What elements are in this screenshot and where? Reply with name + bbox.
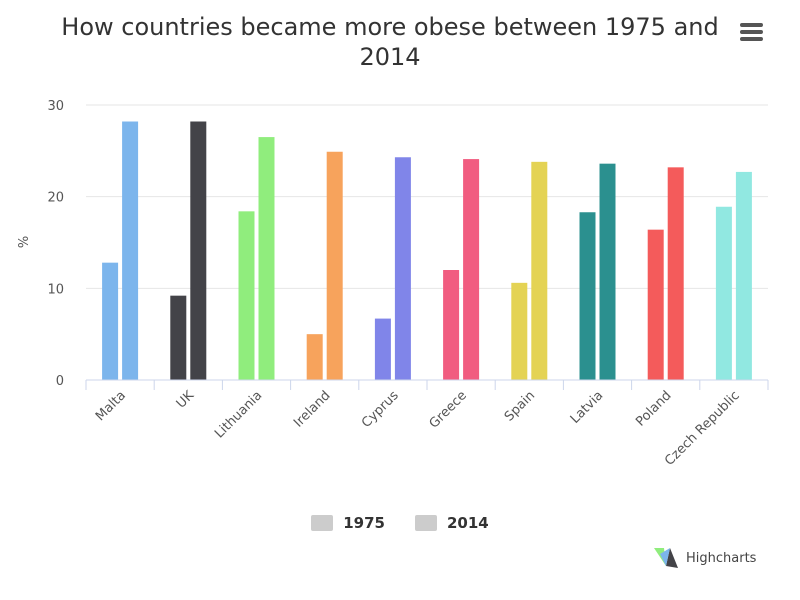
x-label-poland: Poland <box>633 388 674 429</box>
bar-2014-czech-republic[interactable] <box>735 171 752 380</box>
chart-title: How countries became more obese between … <box>61 13 719 71</box>
bar-1975-poland[interactable] <box>647 229 664 380</box>
y-tick-label-20: 20 <box>47 191 64 206</box>
legend-label-2014: 2014 <box>447 514 489 532</box>
x-label-malta: Malta <box>93 388 129 424</box>
x-label-cyprus: Cyprus <box>359 388 402 431</box>
x-label-latvia: Latvia <box>568 388 607 427</box>
bar-1975-greece[interactable] <box>443 270 460 380</box>
bar-1975-lithuania[interactable] <box>238 211 255 380</box>
bar-2014-poland[interactable] <box>667 167 684 380</box>
credits-label: Highcharts <box>686 550 757 566</box>
bar-2014-cyprus[interactable] <box>394 157 411 380</box>
legend-item-1975[interactable]: 1975 <box>311 514 385 532</box>
x-axis-labels: Malta UK Lithuania Ireland Cyprus Greece Spain… <box>93 388 743 469</box>
highcharts-logo-icon <box>654 548 678 568</box>
bar-2014-uk[interactable] <box>190 121 207 381</box>
legend: 1975 2014 <box>0 514 800 532</box>
x-label-ireland: Ireland <box>291 388 333 430</box>
x-label-spain: Spain <box>502 388 538 424</box>
bar-2014-spain[interactable] <box>531 161 548 380</box>
bar-2014-malta[interactable] <box>122 121 139 381</box>
bar-1975-cyprus[interactable] <box>374 318 391 380</box>
bar-1975-spain[interactable] <box>511 282 528 380</box>
bar-1975-latvia[interactable] <box>579 212 596 380</box>
y-axis-ticks: 0 10 20 30 <box>47 99 64 389</box>
bar-1975-ireland[interactable] <box>306 334 323 380</box>
bar-2014-greece[interactable] <box>463 159 480 380</box>
x-label-lithuania: Lithuania <box>212 388 265 441</box>
legend-symbol-2014 <box>415 515 437 531</box>
bar-2014-lithuania[interactable] <box>258 137 275 380</box>
legend-label-1975: 1975 <box>343 514 385 532</box>
x-label-czech-republic: Czech Republic <box>662 388 743 469</box>
bar-2014-ireland[interactable] <box>326 151 343 380</box>
bar-1975-malta[interactable] <box>102 262 119 380</box>
x-axis <box>85 379 769 390</box>
bar-2014-latvia[interactable] <box>599 163 616 380</box>
grid-lines <box>86 104 768 289</box>
x-label-greece: Greece <box>427 388 470 431</box>
bar-1975-uk[interactable] <box>170 295 187 380</box>
y-tick-label-0: 0 <box>56 374 64 389</box>
x-label-uk: UK <box>174 388 198 412</box>
y-axis-title: % <box>17 236 32 248</box>
bar-1975-czech-republic[interactable] <box>715 206 732 380</box>
legend-item-2014[interactable]: 2014 <box>415 514 489 532</box>
y-tick-label-10: 10 <box>47 282 64 297</box>
bars <box>102 121 752 381</box>
legend-symbol-1975 <box>311 515 334 531</box>
hamburger-menu-icon[interactable] <box>736 20 766 46</box>
y-tick-label-30: 30 <box>47 99 64 114</box>
highcharts-credits[interactable]: Highcharts <box>652 546 756 570</box>
